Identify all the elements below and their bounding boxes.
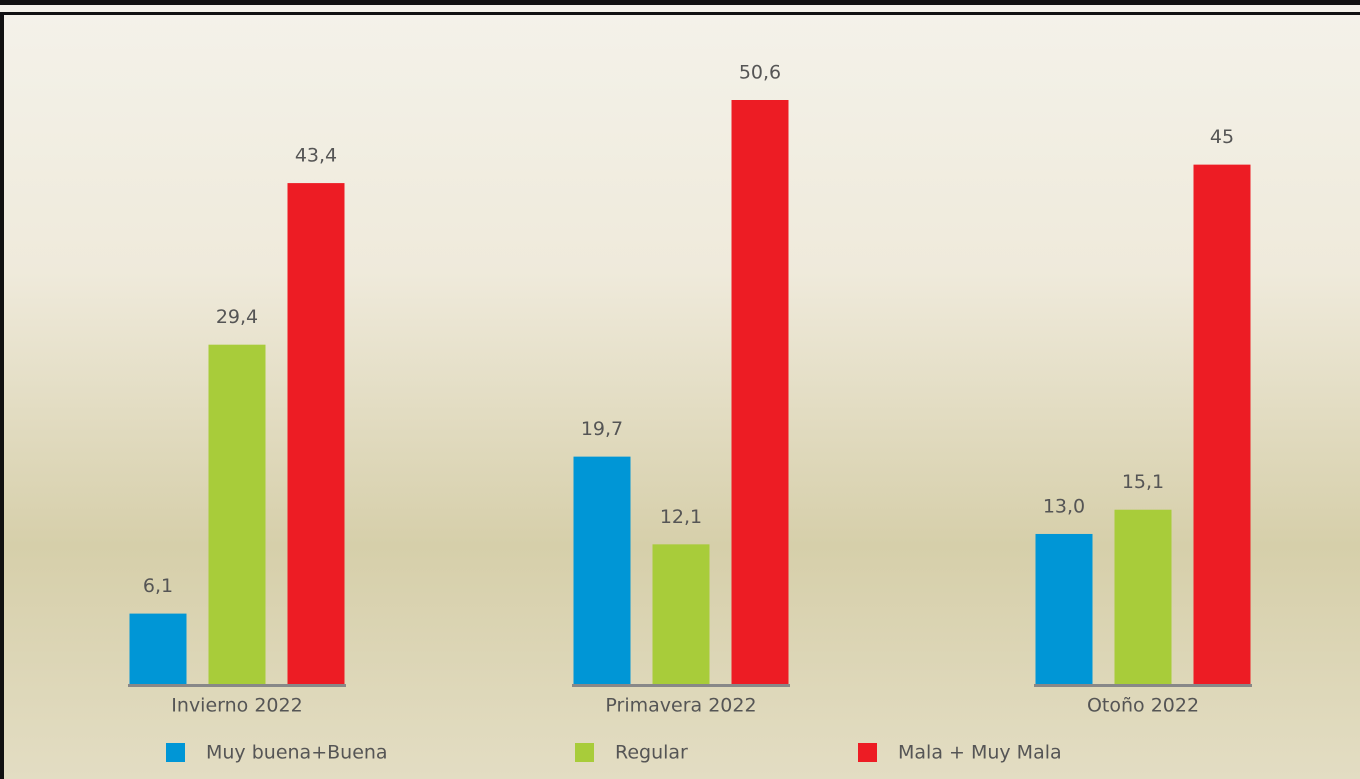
bar: [288, 183, 345, 684]
value-label: 50,6: [739, 62, 781, 84]
legend-label: Muy buena+Buena: [206, 742, 388, 764]
value-label: 19,7: [581, 418, 623, 440]
bar: [1036, 534, 1093, 684]
value-label: 45: [1210, 126, 1234, 148]
legend-swatch: [858, 743, 877, 762]
bar: [732, 100, 789, 684]
bar: [209, 345, 266, 684]
value-label: 43,4: [295, 145, 337, 167]
value-label: 12,1: [660, 506, 702, 528]
value-label: 29,4: [216, 306, 258, 328]
bar: [130, 614, 187, 684]
value-label: 13,0: [1043, 495, 1085, 517]
bar: [653, 544, 710, 684]
top-border: [0, 12, 1360, 15]
x-tick-label: Otoño 2022: [1087, 695, 1199, 717]
legend-label: Regular: [615, 742, 688, 764]
value-label: 6,1: [143, 575, 173, 597]
legend-swatch: [166, 743, 185, 762]
x-tick-label: Invierno 2022: [171, 695, 302, 717]
legend-swatch: [575, 743, 594, 762]
value-label: 15,1: [1122, 471, 1164, 493]
top-border: [0, 0, 1360, 5]
bar: [1194, 165, 1251, 684]
legend-label: Mala + Muy Mala: [898, 742, 1062, 764]
bar: [1115, 510, 1172, 684]
x-tick-label: Primavera 2022: [605, 695, 756, 717]
bar: [574, 457, 631, 684]
left-border: [0, 12, 4, 779]
chart: Invierno 2022 6,1 29,4 43,4 Primavera 2022 19…: [0, 0, 1360, 779]
